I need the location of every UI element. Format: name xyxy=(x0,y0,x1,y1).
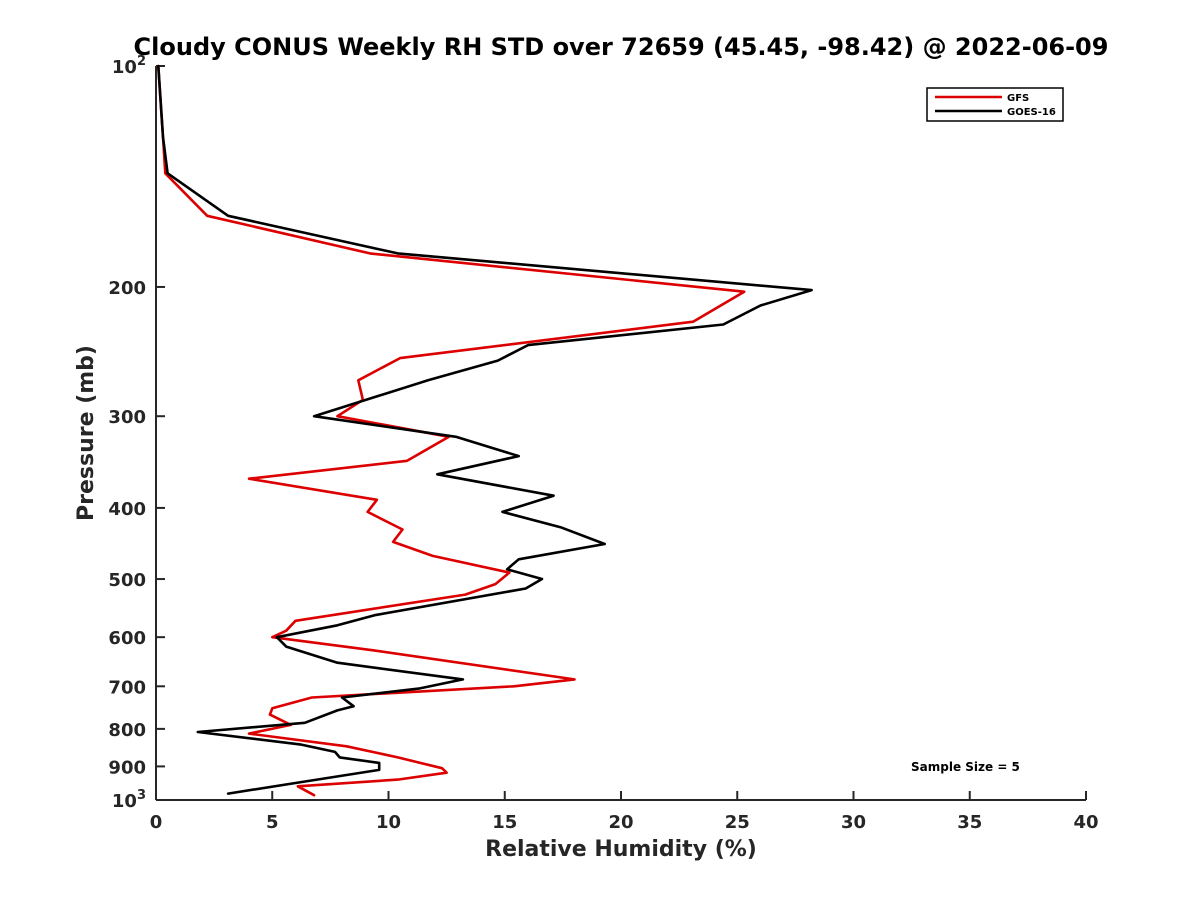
y-tick-label: 102 xyxy=(112,54,146,78)
y-tick-label: 200 xyxy=(108,278,146,299)
y-axis-label: Pressure (mb) xyxy=(74,345,99,521)
sample-size-annotation: Sample Size = 5 xyxy=(911,760,1020,774)
x-axis-label: Relative Humidity (%) xyxy=(485,837,757,862)
x-tick-label: 0 xyxy=(150,812,163,833)
x-tick-label: 35 xyxy=(957,812,982,833)
y-tick-label: 700 xyxy=(108,677,146,698)
legend-label-gfs: GFS xyxy=(1007,93,1029,104)
legend: GFS GOES-16 xyxy=(926,87,1064,122)
x-tick-label: 10 xyxy=(376,812,401,833)
y-axis-ticks: 102 200 300 400 500 600 700 800 900 103 xyxy=(108,54,165,812)
y-tick-label: 300 xyxy=(108,407,146,428)
x-tick-label: 5 xyxy=(266,812,279,833)
x-tick-label: 30 xyxy=(841,812,866,833)
series-layer xyxy=(157,64,813,797)
x-tick-label: 15 xyxy=(492,812,517,833)
series-line-gfs xyxy=(157,64,746,797)
x-tick-label: 20 xyxy=(608,812,633,833)
legend-box xyxy=(926,87,1064,122)
x-tick-label: 25 xyxy=(725,812,750,833)
y-tick-label: 500 xyxy=(108,570,146,591)
legend-label-goes-16: GOES-16 xyxy=(1007,107,1056,118)
y-tick-label: 900 xyxy=(108,757,146,778)
chart-title: Cloudy CONUS Weekly RH STD over 72659 (4… xyxy=(134,33,1109,61)
x-axis-ticks: 0 5 10 15 20 25 30 35 40 xyxy=(150,791,1099,833)
x-tick-label: 40 xyxy=(1073,812,1098,833)
series-line-goes-16 xyxy=(157,64,813,795)
y-tick-label: 400 xyxy=(108,499,146,520)
y-tick-label: 103 xyxy=(112,788,146,812)
y-tick-label: 600 xyxy=(108,628,146,649)
y-tick-label: 800 xyxy=(108,720,146,741)
